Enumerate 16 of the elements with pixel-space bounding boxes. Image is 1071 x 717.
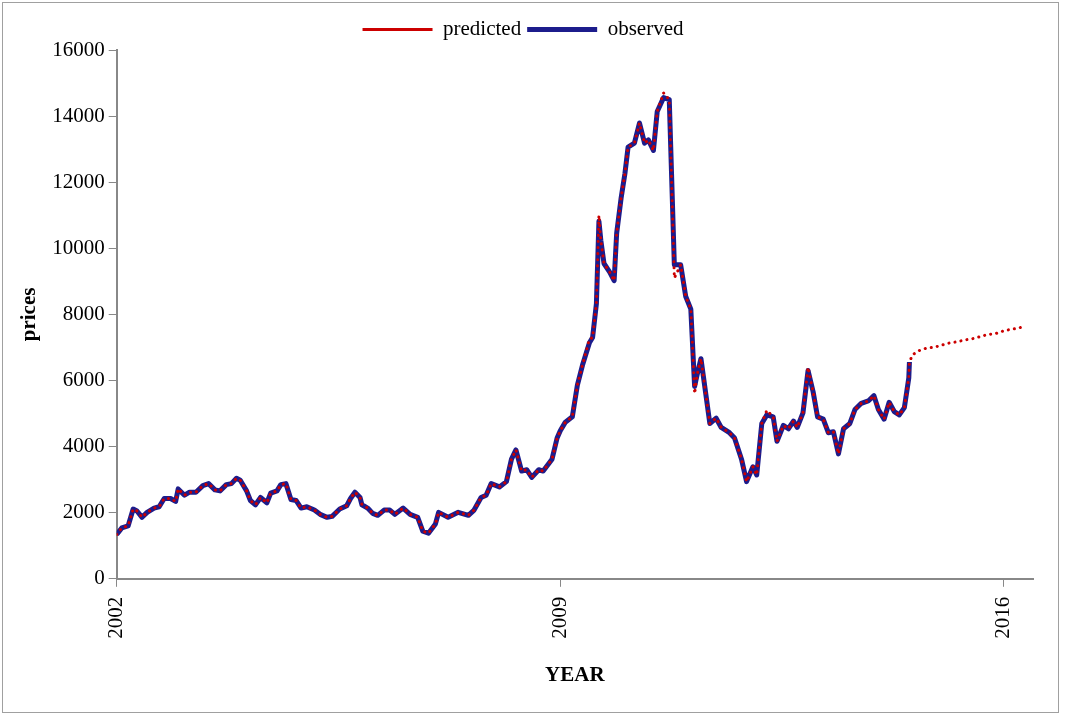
x-axis-title: YEAR: [545, 661, 606, 686]
x-tick-label: 2002: [103, 596, 128, 639]
x-tick-label: 2009: [546, 596, 571, 639]
x-tick-label: 2016: [990, 596, 1015, 639]
legend-label: observed: [607, 16, 684, 41]
y-tick-label: 12000: [52, 168, 105, 193]
y-tick-label: 0: [94, 565, 105, 590]
y-tick-label: 8000: [62, 300, 105, 325]
y-tick-label: 10000: [52, 234, 105, 259]
y-tick-label: 16000: [52, 36, 105, 61]
legend-label: predicted: [443, 16, 522, 41]
y-tick-label: 14000: [52, 102, 105, 127]
y-tick-label: 4000: [62, 433, 105, 458]
y-tick-label: 2000: [62, 499, 105, 524]
y-tick-label: 6000: [62, 367, 105, 392]
y-axis-title: prices: [16, 287, 41, 342]
